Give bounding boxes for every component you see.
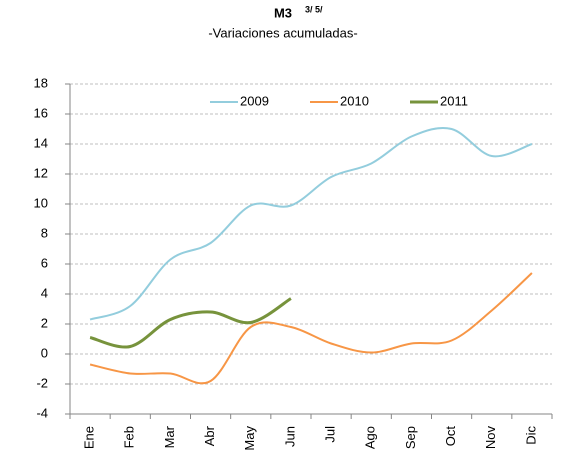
y-tick-label: 6: [41, 255, 48, 270]
x-tick-label: Abr: [202, 425, 217, 446]
y-tick-label: 12: [34, 165, 48, 180]
x-tick-label: Ene: [82, 426, 97, 449]
x-tick-label: Ago: [363, 426, 378, 449]
x-tick-label: Mar: [162, 425, 177, 448]
y-tick-label: -4: [36, 405, 48, 420]
y-tick-label: 4: [41, 285, 48, 300]
chart-title: M3: [274, 5, 292, 20]
x-tick-label: Feb: [122, 426, 137, 448]
series-line: [89, 272, 533, 385]
series-line: [89, 297, 292, 349]
y-tick-label: 16: [34, 105, 48, 120]
y-tick-label: 14: [34, 135, 48, 150]
y-tick-label: 2: [41, 315, 48, 330]
y-tick-label: -2: [36, 375, 48, 390]
y-tick-label: 18: [34, 75, 48, 90]
series-line: [89, 126, 533, 321]
x-tick-label: Jun: [282, 426, 297, 447]
chart-subtitle: -Variaciones acumuladas-: [208, 25, 357, 40]
x-tick-label: Nov: [483, 426, 498, 450]
x-tick-label: Dic: [523, 426, 538, 445]
y-tick-label: 8: [41, 225, 48, 240]
legend-label: 2011: [440, 93, 468, 108]
legend-label: 2010: [340, 93, 369, 108]
y-tick-label: 10: [34, 195, 48, 210]
x-tick-label: Jul: [323, 426, 338, 443]
x-tick-label: May: [242, 426, 257, 451]
x-tick-label: Oct: [443, 426, 458, 447]
title-note: 3/ 5/: [305, 4, 323, 14]
y-tick-label: 0: [41, 345, 48, 360]
x-tick-label: Sep: [403, 426, 418, 449]
legend-label: 2009: [240, 93, 269, 108]
